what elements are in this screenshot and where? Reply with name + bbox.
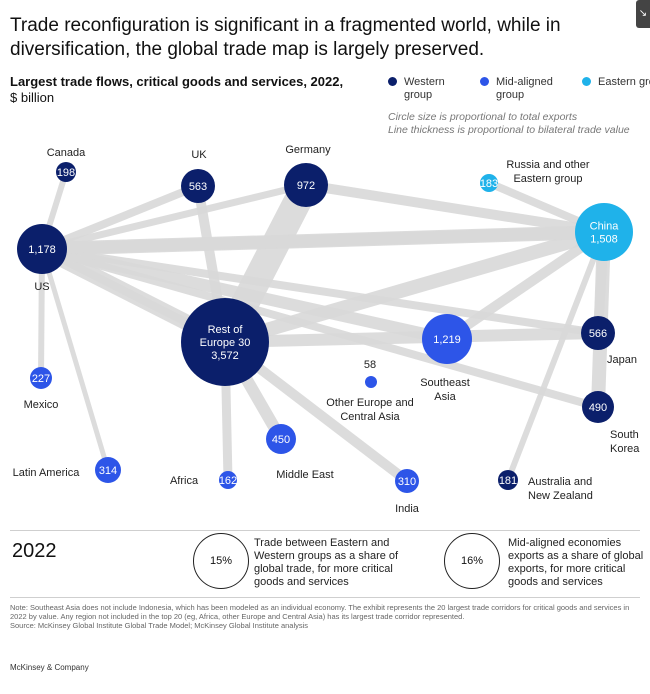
node-value-india: 310 <box>398 476 416 488</box>
legend-note-size: Circle size is proportional to total exp… <box>388 111 578 123</box>
flow-korea-us <box>38 245 602 411</box>
flow-us-latam <box>39 246 111 473</box>
expand-icon[interactable]: ↘ <box>636 0 650 28</box>
eastern-dot-icon <box>582 77 591 86</box>
divider <box>10 530 640 531</box>
node-label-me: Middle East <box>276 469 333 481</box>
node-label-germany: Germany <box>285 144 331 156</box>
note-text: Note: Southeast Asia does not include In… <box>10 603 630 621</box>
flow-us-uk <box>38 182 202 253</box>
source-text: Source: McKinsey Global Institute Global… <box>10 621 309 630</box>
node-label-oeca: 58 <box>364 359 376 371</box>
node-mexico <box>30 367 52 389</box>
node-latam <box>95 457 121 483</box>
node-me <box>266 424 296 454</box>
flow-roe-china <box>218 225 611 349</box>
node-sea <box>422 314 472 364</box>
node-canada <box>56 162 76 182</box>
flow-roe-japan <box>219 327 604 348</box>
node-value-africa: 162 <box>219 475 237 487</box>
node-value-japan: 566 <box>589 328 607 340</box>
node-germany <box>284 163 328 207</box>
chart-subtitle: Largest trade flows, critical goods and … <box>10 74 343 106</box>
node-label-oeca: Other Europe and <box>326 397 413 409</box>
flow-china-sea <box>442 227 609 344</box>
node-value-germany: 972 <box>297 180 315 192</box>
node-label-japan: Japan <box>607 354 637 366</box>
node-india <box>395 469 419 493</box>
node-label-mexico: Mexico <box>24 399 59 411</box>
node-russia <box>480 174 498 192</box>
summary-year: 2022 <box>12 540 57 562</box>
flow-us-germany <box>38 181 310 253</box>
node-label-russia: Russia and other <box>506 159 589 171</box>
node-value-roe: Europe 30 <box>200 337 251 349</box>
node-value-mexico: 227 <box>32 373 50 385</box>
node-uk <box>181 169 215 203</box>
flow-china-germany <box>301 180 609 237</box>
node-anz <box>498 470 518 490</box>
node-label-korea: South <box>610 429 639 441</box>
stat-text-mid-aligned: Mid-aligned economies exports as a share… <box>508 537 644 588</box>
mid-dot-icon <box>480 77 489 86</box>
node-value-china: China <box>590 221 620 233</box>
flow-china-us <box>36 226 610 255</box>
node-value-russia: 183 <box>480 178 498 190</box>
legend-label: Eastern group <box>598 76 650 88</box>
node-label-canada: Canada <box>47 147 86 159</box>
node-label-anz: Australia and <box>528 476 592 488</box>
stat-circle-mid-aligned: 16% <box>444 533 500 589</box>
divider <box>10 597 640 598</box>
node-value-anz: 181 <box>499 475 517 487</box>
subtitle-unit: $ billion <box>10 90 55 105</box>
page-title: Trade reconfiguration is significant in … <box>10 15 561 60</box>
trade-flows <box>34 169 611 486</box>
legend-note-thickness: Line thickness is proportional to bilate… <box>388 124 630 136</box>
node-korea <box>582 391 614 423</box>
stat-text-east-west: Trade between Eastern and Western groups… <box>254 537 399 588</box>
node-value-uk: 563 <box>189 181 207 193</box>
node-africa <box>219 471 237 489</box>
node-value-sea: 1,219 <box>433 334 461 346</box>
node-value-me: 450 <box>272 434 290 446</box>
node-value-us: 1,178 <box>28 244 56 256</box>
node-value-roe: 3,572 <box>211 350 239 362</box>
node-label-india: India <box>395 503 420 515</box>
node-label-latam: Latin America <box>13 467 81 479</box>
node-us <box>17 224 67 274</box>
node-value-canada: 198 <box>57 167 75 179</box>
stat-circle-east-west: 15% <box>193 533 249 589</box>
node-label-sea: Asia <box>434 391 456 403</box>
node-label-korea: Korea <box>610 443 640 455</box>
node-value-latam: 314 <box>99 465 117 477</box>
node-label-uk: UK <box>191 149 207 161</box>
node-oeca <box>365 376 377 388</box>
legend-label: Western group <box>404 76 445 101</box>
footnotes: Note: Southeast Asia does not include In… <box>10 603 635 630</box>
node-value-china: 1,508 <box>590 234 618 246</box>
node-japan <box>581 316 615 350</box>
node-value-roe: Rest of <box>208 324 244 336</box>
node-roe <box>181 298 269 386</box>
node-value-korea: 490 <box>589 402 607 414</box>
node-label-sea: Southeast <box>420 377 470 389</box>
western-dot-icon <box>388 77 397 86</box>
node-label-oeca: Central Asia <box>340 411 400 423</box>
node-label-us: US <box>34 281 49 293</box>
brand-name: McKinsey & Company <box>10 663 89 672</box>
node-china <box>575 203 633 261</box>
legend-notes: Circle size is proportional to total exp… <box>388 111 630 137</box>
trade-nodes: 198 Canada 563 UK 972 Germany 183 Russia and ot… <box>13 144 641 515</box>
node-label-russia: Eastern group <box>513 173 582 185</box>
node-label-anz: New Zealand <box>528 490 593 502</box>
subtitle-bold: Largest trade flows, critical goods and … <box>10 74 344 89</box>
node-label-africa: Africa <box>170 475 199 487</box>
legend-label: Mid-aligned group <box>496 76 553 101</box>
flow-us-japan <box>38 245 602 337</box>
flow-china-anz <box>505 229 607 483</box>
